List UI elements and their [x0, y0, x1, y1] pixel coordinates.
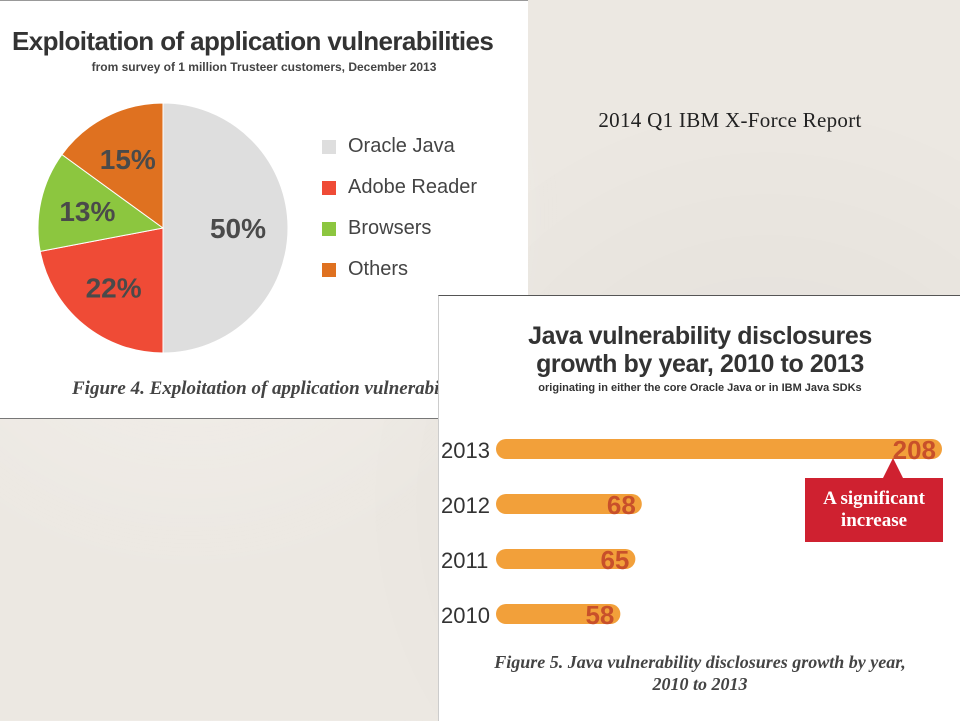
bar-value-label-2011: 65	[600, 545, 629, 575]
callout-arrow	[883, 458, 903, 478]
legend-swatch-others	[322, 262, 336, 277]
pie-label-others: 15%	[100, 144, 156, 175]
figure-5-caption-line-1: Figure 5. Java vulnerability disclosures…	[494, 652, 906, 672]
bar-chart-title: Java vulnerability disclosures growth by…	[439, 322, 960, 378]
bar-category-2013: 2013	[441, 438, 490, 463]
legend-label-oracle-java: Oracle Java	[348, 135, 455, 157]
pie-slice-adobe-reader	[39, 227, 164, 354]
bar-chart-title-line-1: Java vulnerability disclosures	[528, 322, 872, 350]
bar-2011	[496, 549, 636, 569]
figure-4-caption: Figure 4. Exploitation of application vu…	[72, 378, 456, 399]
figure-5-caption: Figure 5. Java vulnerability disclosures…	[439, 651, 960, 695]
legend-swatch-oracle-java	[322, 139, 336, 154]
legend-swatch-browsers	[322, 221, 336, 236]
callout-line-1: A significant	[823, 488, 925, 509]
pie-label-browsers: 13%	[59, 196, 115, 227]
pie-legend: Oracle Java Adobe Reader Browsers Others	[322, 126, 477, 290]
pie-chart-title: Exploitation of application vulnerabilit…	[12, 26, 494, 56]
slide-title: 2014 Q1 IBM X-Force Report	[598, 108, 862, 132]
pie-label-oracle-java: 50%	[210, 213, 266, 244]
figure-5-caption-line-2: 2010 to 2013	[652, 674, 748, 694]
legend-swatch-adobe-reader	[322, 180, 336, 195]
bar-2013	[496, 439, 942, 459]
bar-chart-title-line-2: growth by year, 2010 to 2013	[536, 350, 864, 378]
bar-chart-subtitle: originating in either the core Oracle Ja…	[538, 382, 862, 394]
bar-category-2012: 2012	[441, 493, 490, 518]
legend-label-adobe-reader: Adobe Reader	[348, 176, 477, 198]
bar-category-2010: 2010	[441, 603, 490, 628]
bar-value-label-2012: 68	[607, 490, 636, 520]
bar-chart-panel: Java vulnerability disclosures growth by…	[438, 295, 960, 721]
bar-2010	[496, 604, 621, 624]
pie-label-adobe-reader: 22%	[86, 273, 142, 304]
legend-label-others: Others	[348, 258, 409, 280]
pie-slice-oracle-java	[162, 102, 289, 354]
bar-2012	[496, 494, 642, 514]
bar-category-2011: 2011	[441, 548, 488, 573]
pie-panel-top-rule	[0, 0, 528, 1]
pie-slice-browsers	[37, 153, 165, 253]
legend-item-oracle-java: Oracle Java	[322, 126, 477, 167]
legend-item-adobe-reader: Adobe Reader	[322, 167, 477, 208]
pie-chart: 50% 22% 13% 15%	[37, 102, 289, 354]
significant-increase-callout: A significant increase	[805, 478, 943, 542]
legend-label-browsers: Browsers	[348, 217, 432, 239]
legend-item-others: Others	[322, 249, 477, 290]
pie-slice-others	[61, 102, 164, 229]
pie-chart-subtitle: from survey of 1 million Trusteer custom…	[91, 60, 437, 74]
legend-item-browsers: Browsers	[322, 208, 477, 249]
pie-chart-panel: Exploitation of application vulnerabilit…	[0, 0, 528, 419]
bar-value-label-2010: 58	[585, 600, 614, 630]
callout-line-2: increase	[840, 510, 908, 531]
